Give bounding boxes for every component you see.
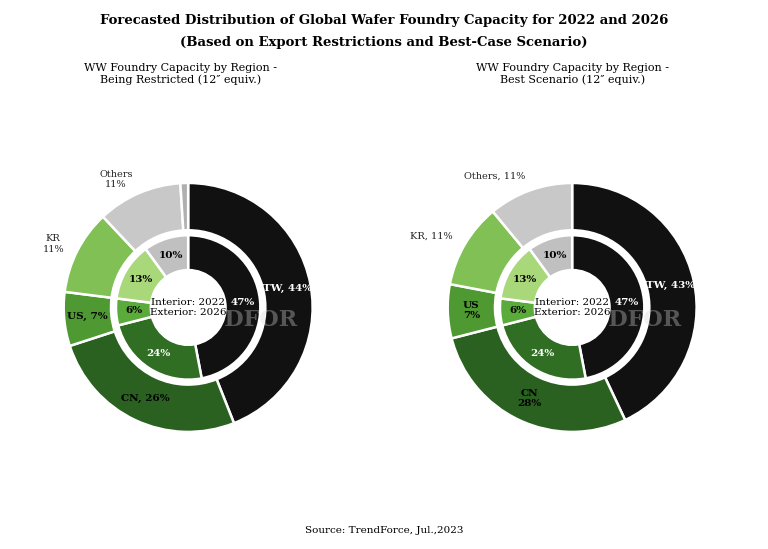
- Wedge shape: [572, 236, 644, 378]
- Text: 13%: 13%: [513, 275, 537, 284]
- Wedge shape: [188, 183, 313, 423]
- Text: KR, 11%: KR, 11%: [409, 232, 452, 241]
- Wedge shape: [448, 284, 498, 338]
- Wedge shape: [188, 236, 260, 378]
- Text: TRENDFOR: TRENDFOR: [537, 309, 682, 331]
- Circle shape: [151, 270, 226, 345]
- Text: WW Foundry Capacity by Region -
Best Scenario (12″ equiv.): WW Foundry Capacity by Region - Best Sce…: [475, 63, 669, 86]
- Text: KR
11%: KR 11%: [42, 234, 64, 254]
- Wedge shape: [64, 292, 114, 346]
- Wedge shape: [103, 183, 184, 251]
- Text: 10%: 10%: [159, 251, 184, 260]
- Text: US
7%: US 7%: [463, 301, 480, 320]
- Wedge shape: [500, 299, 536, 326]
- Text: 24%: 24%: [531, 349, 555, 358]
- Text: TRENDFOR: TRENDFOR: [153, 309, 298, 331]
- Text: 47%: 47%: [230, 298, 255, 307]
- Text: TW, 43%: TW, 43%: [646, 281, 695, 290]
- Text: US, 7%: US, 7%: [68, 312, 108, 321]
- Wedge shape: [530, 236, 572, 277]
- Wedge shape: [116, 299, 152, 326]
- Wedge shape: [65, 217, 135, 298]
- Text: Forecasted Distribution of Global Wafer Foundry Capacity for 2022 and 2026: Forecasted Distribution of Global Wafer …: [100, 14, 668, 27]
- Wedge shape: [572, 183, 697, 420]
- Circle shape: [535, 270, 610, 345]
- Wedge shape: [450, 211, 523, 293]
- Wedge shape: [117, 249, 166, 302]
- Wedge shape: [493, 183, 572, 248]
- Wedge shape: [146, 236, 188, 277]
- Wedge shape: [501, 249, 550, 302]
- Wedge shape: [70, 331, 234, 432]
- Wedge shape: [452, 327, 625, 432]
- Text: 13%: 13%: [129, 275, 153, 284]
- Wedge shape: [502, 317, 586, 379]
- Text: 47%: 47%: [614, 298, 639, 307]
- Text: Others, 11%: Others, 11%: [464, 172, 525, 181]
- Text: WW Foundry Capacity by Region -
Being Restricted (12″ equiv.): WW Foundry Capacity by Region - Being Re…: [84, 63, 277, 86]
- Text: Interior: 2022
Exterior: 2026: Interior: 2022 Exterior: 2026: [534, 298, 611, 317]
- Wedge shape: [118, 317, 202, 379]
- Text: Interior: 2022
Exterior: 2026: Interior: 2022 Exterior: 2026: [150, 298, 227, 317]
- Text: CN, 26%: CN, 26%: [121, 394, 170, 403]
- Text: CN
28%: CN 28%: [517, 389, 541, 408]
- Text: 6%: 6%: [509, 306, 526, 315]
- Text: 10%: 10%: [543, 251, 568, 260]
- Text: 6%: 6%: [125, 306, 142, 315]
- Text: TW, 44%: TW, 44%: [263, 284, 312, 293]
- Text: 24%: 24%: [147, 349, 171, 358]
- Text: Others
11%: Others 11%: [99, 170, 133, 189]
- Wedge shape: [180, 183, 188, 231]
- Text: (Based on Export Restrictions and Best-Case Scenario): (Based on Export Restrictions and Best-C…: [180, 36, 588, 49]
- Text: Source: TrendForce, Jul.,2023: Source: TrendForce, Jul.,2023: [305, 526, 463, 535]
